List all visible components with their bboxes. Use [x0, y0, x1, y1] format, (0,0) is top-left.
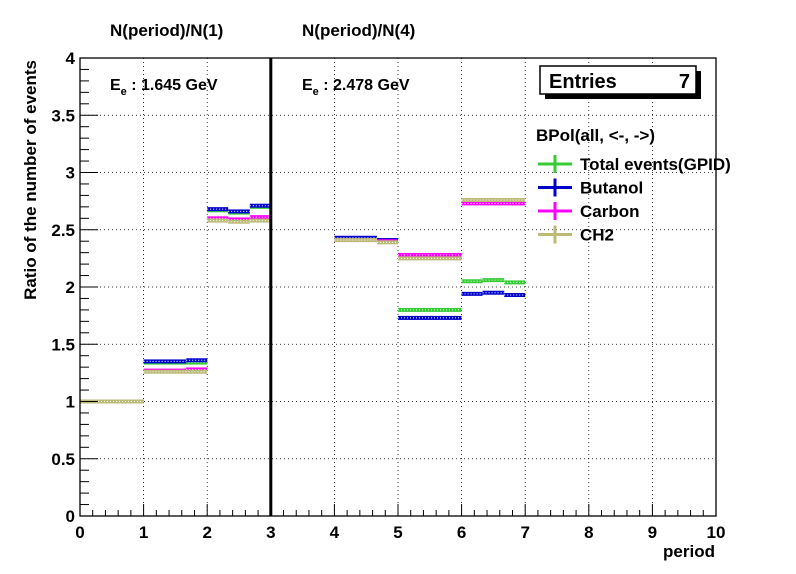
series-ch2 — [80, 197, 526, 404]
series-bar-segment — [186, 367, 208, 372]
energy-subscript-left: e — [121, 86, 127, 98]
energy-value-left: : 1.645 GeV — [127, 77, 218, 94]
series-bar-segment — [461, 197, 526, 202]
x-tick-label: 2 — [202, 523, 211, 542]
y-tick-label: 2 — [66, 278, 75, 297]
series-bar-segment — [398, 307, 462, 312]
legend-entry-label: Butanol — [580, 179, 643, 198]
series-bar-segment — [461, 291, 483, 296]
series-bar-segment — [207, 218, 229, 223]
top-label-right: N(period)/N(4) — [302, 21, 415, 40]
y-tick-label: 2.5 — [51, 221, 75, 240]
series-bar-segment — [461, 279, 483, 284]
series-bar-segment — [398, 252, 462, 257]
series-bar-segment — [228, 217, 250, 222]
energy-subscript-right: e — [313, 86, 319, 98]
y-tick-label: 1 — [66, 393, 75, 412]
series-bar-segment — [398, 256, 462, 261]
series-bar-segment — [207, 207, 229, 212]
top-label-left: N(period)/N(1) — [110, 21, 223, 40]
energy-symbol-left: E — [110, 77, 121, 94]
x-tick-label: 1 — [139, 523, 148, 542]
y-tick-label: 3.5 — [51, 106, 75, 125]
y-tick-label: 0.5 — [51, 450, 75, 469]
energy-annotation-right: Ee : 2.478 GeV — [302, 77, 410, 98]
series-bar-segment — [228, 219, 250, 224]
y-tick-label: 3 — [66, 164, 75, 183]
x-tick-label: 9 — [648, 523, 657, 542]
energy-annotation-left: Ee : 1.645 GeV — [110, 77, 218, 98]
legend-entry-label: Carbon — [580, 202, 640, 221]
x-tick-label: 6 — [457, 523, 466, 542]
legend-entry-label: CH2 — [580, 226, 614, 245]
series-bar-segment — [504, 280, 526, 285]
y-tick-label: 1.5 — [51, 335, 75, 354]
y-tick-label: 0 — [66, 507, 75, 526]
legend-entry-label: Total events(GPID) — [580, 155, 731, 174]
series-bar-segment — [80, 399, 144, 404]
series-bar-segment — [398, 315, 462, 320]
x-tick-label: 3 — [266, 523, 275, 542]
series-bar-segment — [186, 358, 208, 363]
series-bar-segment — [249, 218, 271, 223]
x-axis-label: period — [663, 542, 715, 561]
y-axis-label: Ratio of the number of events — [21, 60, 40, 300]
series-lines — [80, 197, 526, 404]
stats-entries-label: Entries — [549, 71, 617, 93]
series-bar-segment — [377, 240, 398, 245]
y-tick-label: 4 — [66, 49, 76, 68]
series-bar-segment — [228, 209, 250, 214]
stats-entries-value: 7 — [679, 71, 690, 93]
x-tick-label: 5 — [393, 523, 402, 542]
series-bar-segment — [461, 201, 526, 206]
x-tick-label: 7 — [520, 523, 529, 542]
series-bar-segment — [482, 290, 505, 295]
series-bar-segment — [207, 216, 229, 221]
series-bar-segment — [143, 369, 208, 374]
series-bar-segment — [249, 203, 271, 208]
series-bar-segment — [482, 278, 505, 283]
x-tick-label: 8 — [584, 523, 593, 542]
x-tick-label: 0 — [75, 523, 84, 542]
energy-value-right: : 2.478 GeV — [319, 77, 410, 94]
series-bar-segment — [249, 215, 271, 220]
axis-ticks: 0 1 2 3 4 5 6 7 8 9 10 0 0.5 1 1.5 2 2.5 3 3.5 4 — [51, 49, 725, 542]
x-tick-label: 10 — [707, 523, 726, 542]
legend: Total events(GPID) Butanol Carbon CH2 — [538, 155, 731, 245]
legend-title: BPol(all, <-, ->) — [536, 126, 655, 145]
energy-symbol-right: E — [302, 77, 313, 94]
series-bar-segment — [504, 293, 526, 298]
stats-box: Entries 7 — [539, 65, 701, 99]
x-tick-label: 4 — [330, 523, 340, 542]
